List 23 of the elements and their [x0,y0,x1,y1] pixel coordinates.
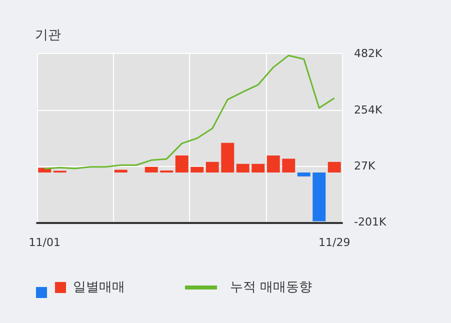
y-tick-label: 27K [354,159,376,172]
y-tick-label: -201K [354,216,387,229]
bar [206,162,219,172]
bar [252,164,265,172]
bar [144,166,158,172]
bar [312,172,326,222]
line-series [44,54,336,170]
bar [221,142,234,172]
bar [282,158,296,172]
bar [114,170,128,172]
bar [236,164,250,172]
y-tick-label: 482K [354,47,383,60]
bar [190,166,204,172]
legend-label: 누적 매매동향 [230,280,312,295]
x-tick-label: 11/29 [318,236,350,249]
bar [175,155,188,172]
bar [328,162,341,172]
bar [297,172,310,176]
bar [266,155,280,172]
chart-title: 기관 [35,28,61,43]
y-tick-label: 254K [354,103,383,116]
legend-label: 일별매매 [73,280,125,295]
x-tick-label: 11/01 [28,236,60,249]
